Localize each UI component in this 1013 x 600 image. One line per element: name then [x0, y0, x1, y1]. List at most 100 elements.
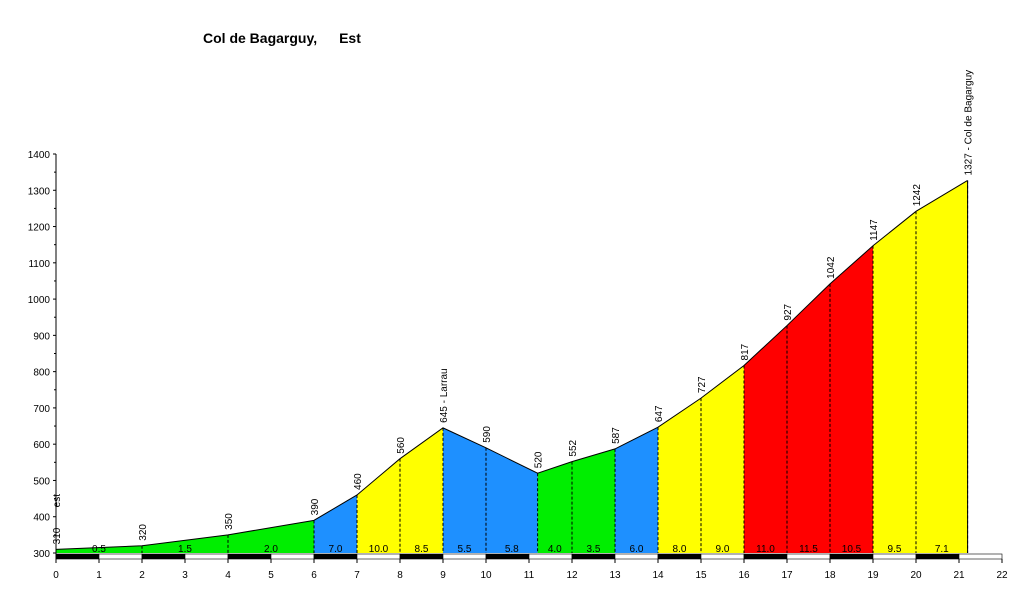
- gradient-label-3: 7.0: [329, 544, 343, 555]
- gradient-label-15: 10.5: [842, 544, 862, 555]
- y-tick-label-2: 500: [33, 476, 50, 487]
- x-tick-label-21: 21: [953, 570, 965, 581]
- gradient-label-8: 4.0: [548, 544, 562, 555]
- gradient-label-9: 3.5: [587, 544, 601, 555]
- gradient-label-10: 6.0: [630, 544, 644, 555]
- x-tick-label-3: 3: [182, 570, 188, 581]
- gradient-label-7: 5.8: [505, 544, 519, 555]
- chart-subtitle: Est: [339, 30, 361, 46]
- x-tick-label-22: 22: [996, 570, 1008, 581]
- axes: 3004005006007008009001000110012001300140…: [28, 150, 1008, 581]
- altitude-label-17: 1147: [869, 219, 880, 241]
- altitude-label-2: 320: [138, 524, 149, 541]
- segment-area-15: [830, 245, 873, 553]
- y-tick-label-3: 600: [33, 440, 50, 451]
- gradient-label-13: 11.0: [756, 544, 775, 555]
- gradient-label-4: 10.0: [369, 544, 389, 555]
- x-tick-label-11: 11: [524, 570, 535, 581]
- gradient-label-1: 1.5: [178, 544, 192, 555]
- gradient-label-12: 9.0: [716, 544, 730, 555]
- altitude-label-14: 817: [740, 343, 751, 360]
- altitude-label-18: 1242: [912, 184, 923, 207]
- x-tick-label-7: 7: [354, 570, 360, 581]
- y-tick-label-1: 400: [33, 513, 50, 524]
- chart-title-text: Col de Bagarguy,: [203, 30, 318, 46]
- segment-area-10: [615, 427, 658, 553]
- y-tick-label-5: 800: [33, 368, 50, 379]
- y-tick-label-6: 900: [33, 331, 50, 342]
- segment-area-0: [56, 545, 142, 553]
- segment-area-2: [228, 520, 314, 553]
- profile-outline: [55, 180, 969, 553]
- x-tick-label-8: 8: [397, 570, 403, 581]
- x-tick-label-15: 15: [695, 570, 707, 581]
- y-tick-label-10: 1300: [28, 186, 51, 197]
- gradient-labels: 0.5 1.5 2.0 7.0 10.0 8.5 5.5 5.8 4.0 3.5 6.0 8.0 9.0…: [92, 544, 949, 555]
- y-tick-label-9: 1200: [28, 223, 51, 234]
- altitude-label-13: 727: [697, 376, 708, 393]
- x-tick-label-17: 17: [781, 570, 793, 581]
- segment-area-4: [357, 458, 400, 553]
- segment-area-8: [537, 461, 572, 553]
- x-tick-label-13: 13: [609, 570, 621, 581]
- gradient-label-11: 8.0: [673, 544, 687, 555]
- altitude-label-1: est: [52, 494, 63, 508]
- gradient-label-14: 11.5: [799, 544, 818, 555]
- x-tick-label-19: 19: [867, 570, 879, 581]
- gradient-label-6: 5.5: [458, 544, 472, 555]
- altitude-label-0: 310: [52, 527, 63, 544]
- gradient-label-2: 2.0: [264, 544, 278, 555]
- gradient-label-5: 8.5: [415, 544, 429, 555]
- segment-area-6: [443, 427, 486, 553]
- segment-area-11: [658, 398, 701, 553]
- x-tick-label-20: 20: [910, 570, 922, 581]
- x-tick-label-10: 10: [480, 570, 492, 581]
- altitude-label-10: 552: [568, 439, 579, 456]
- x-tick-label-2: 2: [139, 570, 145, 581]
- segment-area-9: [572, 448, 615, 553]
- y-tick-label-11: 1400: [28, 150, 51, 161]
- altitude-label-7: 645 - Larrau: [439, 368, 450, 422]
- profile-line: [55, 180, 968, 550]
- segment-area-5: [400, 427, 443, 553]
- x-tick-label-0: 0: [53, 570, 59, 581]
- segment-area-13: [744, 325, 787, 553]
- gradient-segments: [56, 180, 968, 553]
- x-tick-label-14: 14: [652, 570, 664, 581]
- altitude-label-16: 1042: [826, 256, 837, 279]
- altitude-label-19: 1327 - Col de Bagarguy: [964, 70, 975, 176]
- x-tick-label-6: 6: [311, 570, 317, 581]
- segment-area-14: [787, 283, 830, 553]
- altitude-label-4: 390: [310, 498, 321, 515]
- altitude-label-3: 350: [224, 513, 235, 530]
- chart-title: Col de Bagarguy, Est: [203, 30, 361, 46]
- x-tick-label-1: 1: [96, 570, 102, 581]
- distance-bar: [55, 553, 1003, 560]
- altitude-label-15: 927: [783, 303, 794, 320]
- x-tick-label-18: 18: [824, 570, 836, 581]
- altitude-labels: 310 est 320 350 390 460 560 645 - Larrau 590 520 5…: [52, 70, 975, 545]
- altitude-label-12: 647: [654, 405, 665, 422]
- altitude-label-5: 460: [353, 473, 364, 490]
- segment-area-17: [916, 180, 968, 553]
- x-tick-label-5: 5: [268, 570, 274, 581]
- segment-area-7: [486, 447, 538, 553]
- segment-dividers: [141, 180, 969, 553]
- gradient-label-16: 9.5: [888, 544, 902, 555]
- x-tick-label-9: 9: [440, 570, 446, 581]
- segment-area-12: [701, 365, 744, 553]
- segment-area-16: [873, 211, 916, 553]
- y-tick-label-4: 700: [33, 404, 50, 415]
- segment-area-3: [314, 494, 357, 553]
- y-tick-label-0: 300: [33, 549, 50, 560]
- x-tick-label-4: 4: [225, 570, 231, 581]
- y-tick-label-8: 1100: [28, 259, 50, 270]
- y-tick-label-7: 1000: [28, 295, 51, 306]
- altitude-label-11: 587: [611, 427, 622, 444]
- x-tick-label-16: 16: [738, 570, 750, 581]
- x-tick-label-12: 12: [566, 570, 578, 581]
- altitude-label-6: 560: [396, 437, 407, 454]
- gradient-label-17: 7.1: [935, 544, 949, 555]
- distance-bar-km-21: [958, 553, 1003, 560]
